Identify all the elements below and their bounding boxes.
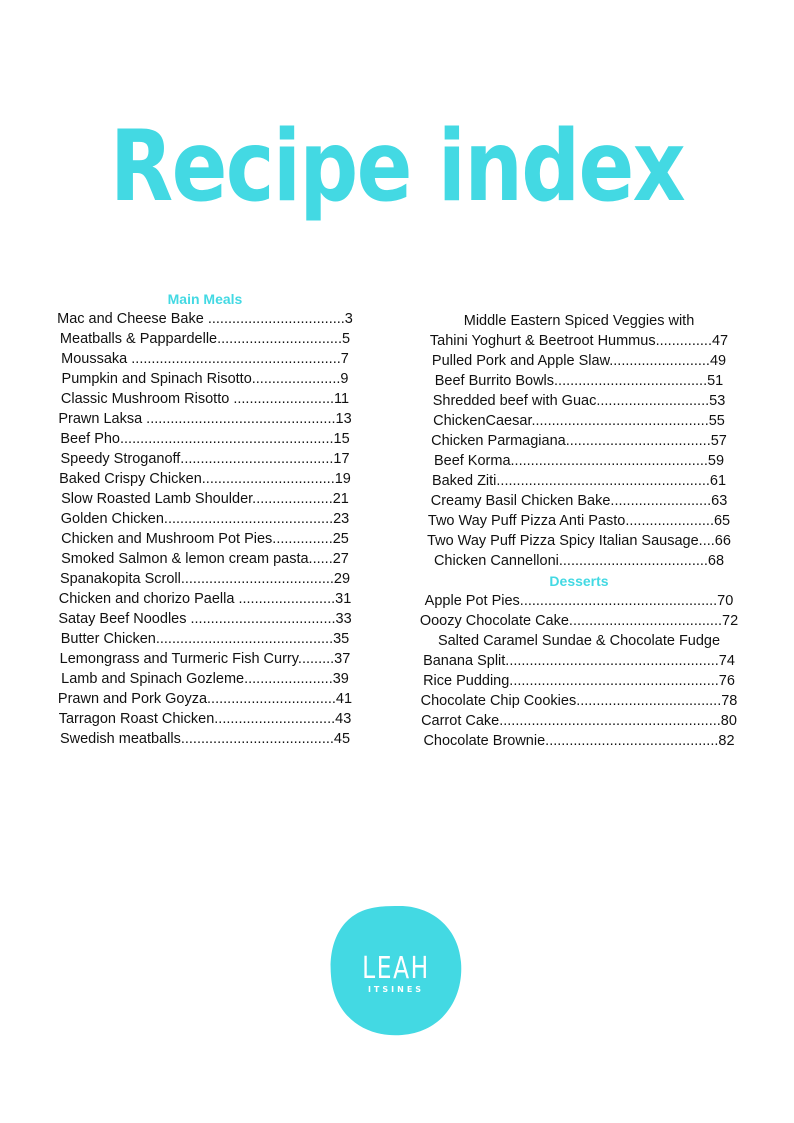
page-title: Recipe index xyxy=(109,110,686,224)
recipe-index-entry: Middle Eastern Spiced Veggies with xyxy=(463,313,695,329)
recipe-index-entry: Lamb and Spinach Gozleme................… xyxy=(61,671,349,687)
recipe-index-entry: Chicken Cannelloni......................… xyxy=(433,553,725,569)
recipe-index-entry: Speedy Stroganoff.......................… xyxy=(60,451,350,467)
recipe-index-entry: Baked Crispy Chicken....................… xyxy=(59,471,351,487)
section-heading-desserts: Desserts xyxy=(549,573,609,589)
recipe-index-entry: Creamy Basil Chicken Bake...............… xyxy=(430,493,728,509)
recipe-index-entry: Beef Korma..............................… xyxy=(433,453,725,469)
recipe-index-entry: Chicken and chorizo Paella .............… xyxy=(58,591,352,607)
recipe-index-entry: Pumpkin and Spinach Risotto.............… xyxy=(61,371,349,387)
dessert-index-entry: Apple Pot Pies..........................… xyxy=(424,593,734,609)
recipe-index-entry: Prawn and Pork Goyza....................… xyxy=(57,691,353,707)
dessert-index-entry: Carrot Cake.............................… xyxy=(421,713,737,729)
dessert-index-entry: Chocolate Brownie.......................… xyxy=(423,733,735,749)
dessert-index-entry: Ooozy Chocolate Cake....................… xyxy=(419,613,739,629)
recipe-index-entry: Smoked Salmon & lemon cream pasta......2… xyxy=(61,551,349,567)
logo-badge-shape xyxy=(330,906,462,1036)
recipe-index-entry: Shredded beef with Guac.................… xyxy=(432,393,726,409)
recipe-index-entry: Chicken Parmagiana......................… xyxy=(431,433,727,449)
recipe-index-entry: Slow Roasted Lamb Shoulder..............… xyxy=(61,491,349,507)
recipe-index-entry: Chicken and Mushroom Pot Pies...........… xyxy=(61,531,349,547)
recipe-index-entry: Classic Mushroom Risotto ...............… xyxy=(60,391,350,407)
section-heading-main-meals: Main Meals xyxy=(167,291,243,307)
recipe-index-entry: Two Way Puff Pizza Anti Pasto...........… xyxy=(427,513,731,529)
recipe-index-entry: Meatballs & Pappardelle.................… xyxy=(59,331,351,347)
recipe-index-entry: Pulled Pork and Apple Slaw..............… xyxy=(431,353,727,369)
recipe-index-entry: Moussaka ...............................… xyxy=(61,351,349,367)
recipe-index-entry: Tahini Yoghurt & Beetroot Hummus........… xyxy=(429,333,729,349)
dessert-index-entry: Salted Caramel Sundae & Chocolate Fudge xyxy=(437,633,721,649)
recipe-index-entry: Lemongrass and Turmeric Fish Curry......… xyxy=(59,651,351,667)
recipe-index-entry: Beef Burrito Bowls......................… xyxy=(434,373,724,389)
recipe-index-entry: Golden Chicken..........................… xyxy=(60,511,350,527)
logo-subname: ITSINES xyxy=(368,985,424,994)
recipe-index-entry: Tarragon Roast Chicken..................… xyxy=(58,711,352,727)
recipe-index-entry: Mac and Cheese Bake ....................… xyxy=(57,311,353,327)
recipe-index-entry: Beef Pho................................… xyxy=(60,431,350,447)
logo-name: LEAH xyxy=(362,951,430,986)
recipe-index-entry: ChickenCaesar...........................… xyxy=(433,413,725,429)
main-meals-column: Main Meals Mac and Cheese Bake .........… xyxy=(30,289,380,749)
recipe-index-entry: Prawn Laksa ............................… xyxy=(58,411,352,427)
recipe-index-entry: Swedish meatballs.......................… xyxy=(59,731,351,747)
recipe-index-entry: Butter Chicken..........................… xyxy=(60,631,350,647)
dessert-index-entry: Rice Pudding............................… xyxy=(423,673,735,689)
recipe-index-entry: Spanakopita Scroll......................… xyxy=(59,571,351,587)
dessert-index-entry: Banana Split............................… xyxy=(423,653,735,669)
right-column: Middle Eastern Spiced Veggies with Tahini… xyxy=(404,311,754,751)
recipe-index-entry: Two Way Puff Pizza Spicy Italian Sausage… xyxy=(427,533,731,549)
recipe-index-entry: Baked Ziti..............................… xyxy=(431,473,727,489)
brand-logo: LEAH ITSINES xyxy=(330,904,463,1037)
recipe-index-entry: Satay Beef Noodles .....................… xyxy=(58,611,352,627)
dessert-index-entry: Chocolate Chip Cookies..................… xyxy=(420,693,738,709)
